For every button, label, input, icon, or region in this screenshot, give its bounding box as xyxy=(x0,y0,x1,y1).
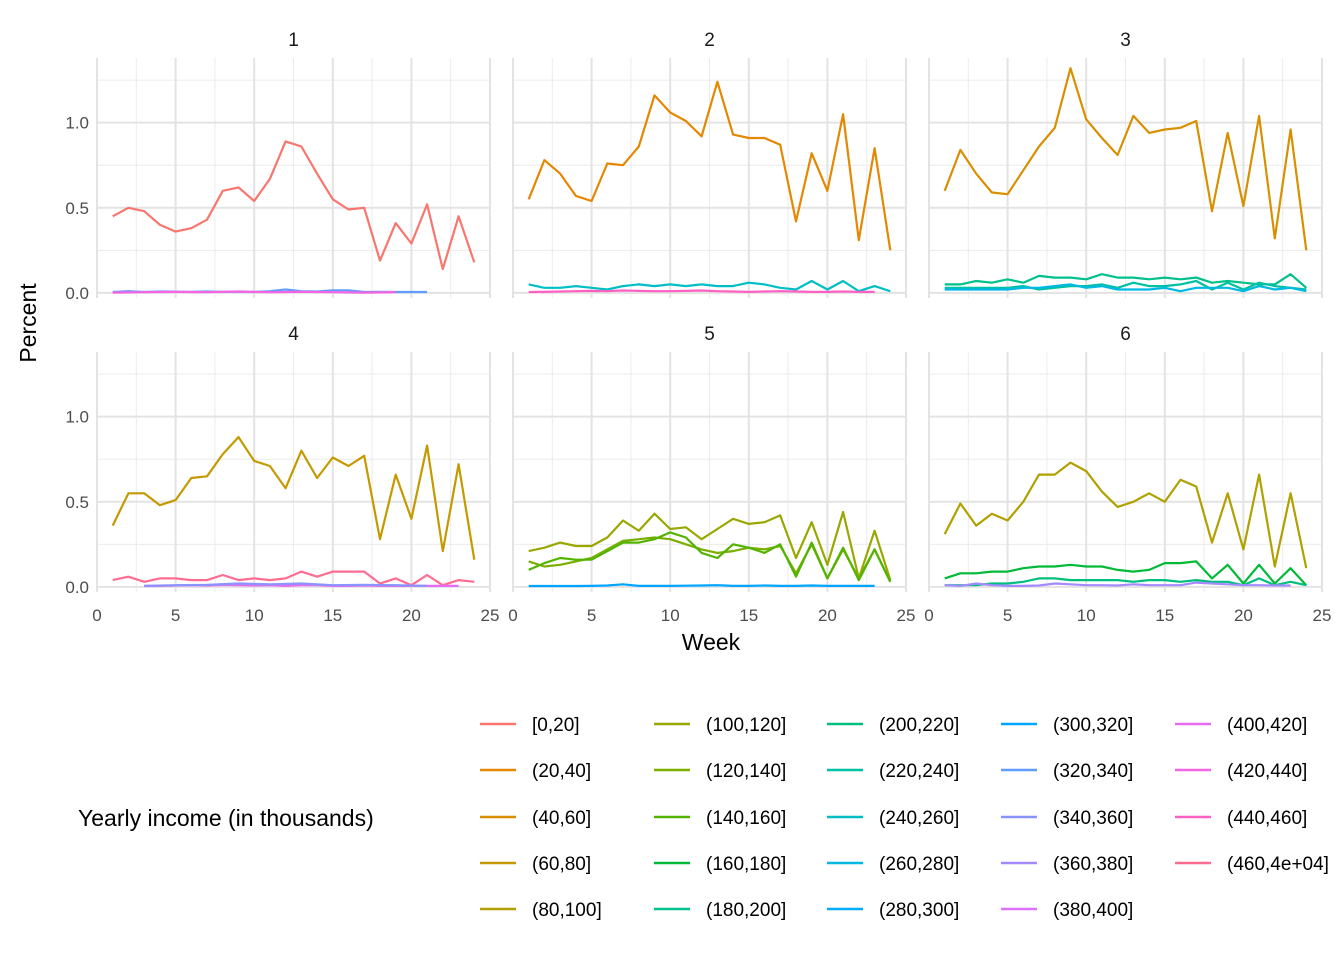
legend-label: (320,340] xyxy=(1053,761,1133,782)
x-tick-label: 10 xyxy=(1077,606,1096,625)
y-tick-label: 0.5 xyxy=(65,493,89,512)
legend-label: (460,4e+04] xyxy=(1227,854,1329,875)
x-tick-label: 25 xyxy=(481,606,500,625)
legend-label: (440,460] xyxy=(1227,808,1307,829)
x-tick-label: 0 xyxy=(92,606,101,625)
x-tick-label: 25 xyxy=(897,606,916,625)
legend-label: (180,200] xyxy=(706,900,786,921)
y-tick-label: 0.0 xyxy=(65,578,89,597)
legend-label: (40,60] xyxy=(532,808,591,829)
legend-label: (100,120] xyxy=(706,715,786,736)
series-line-2 xyxy=(112,570,475,587)
series-line-1 xyxy=(112,140,476,271)
series-line-3 xyxy=(528,531,892,583)
panel-title: 1 xyxy=(288,30,299,51)
series-line-4 xyxy=(528,583,875,588)
series-line-2 xyxy=(528,279,891,293)
series-line-3 xyxy=(944,279,1307,291)
legend-label: (360,380] xyxy=(1053,854,1133,875)
x-tick-label: 25 xyxy=(1313,606,1332,625)
panel-title: 4 xyxy=(288,324,299,345)
x-tick-label: 0 xyxy=(924,606,933,625)
y-axis-title: Percent xyxy=(15,283,41,363)
x-tick-label: 20 xyxy=(1234,606,1253,625)
x-tick-label: 15 xyxy=(323,606,342,625)
x-tick-label: 10 xyxy=(245,606,264,625)
x-tick-label: 20 xyxy=(818,606,837,625)
x-tick-label: 5 xyxy=(1003,606,1012,625)
panel-2: 2 xyxy=(512,30,907,298)
panel-title: 3 xyxy=(1120,30,1131,51)
series-line-3 xyxy=(112,290,396,294)
series-line-1 xyxy=(528,510,892,581)
legend-label: (160,180] xyxy=(706,854,786,875)
panel-3: 3 xyxy=(928,30,1323,298)
panel-title: 2 xyxy=(704,30,715,51)
panel-4: 4 0.0 0.5 1.0 0 5 10 15 20 25 xyxy=(65,324,499,625)
x-tick-label: 20 xyxy=(402,606,421,625)
panel-6: 6 0 5 10 15 20 25 xyxy=(924,324,1331,625)
legend-title: Yearly income (in thousands) xyxy=(78,805,374,831)
y-tick-label: 1.0 xyxy=(65,114,89,133)
series-line-3 xyxy=(944,577,1307,587)
legend-label: (200,220] xyxy=(879,715,959,736)
series-line-2 xyxy=(944,273,1308,289)
series-line-1 xyxy=(943,67,1308,251)
legend-label: (60,80] xyxy=(532,854,591,875)
x-tick-label: 15 xyxy=(739,606,758,625)
panel-title: 6 xyxy=(1120,324,1131,345)
series-line-4 xyxy=(944,283,1307,293)
panel-title: 5 xyxy=(704,324,715,345)
y-tick-label: 0.0 xyxy=(65,284,89,303)
x-tick-label: 5 xyxy=(171,606,180,625)
y-tick-label: 1.0 xyxy=(65,408,89,427)
legend-label: [0,20] xyxy=(532,715,580,736)
x-axis-title: Week xyxy=(682,629,741,655)
legend-label: (280,300] xyxy=(879,900,959,921)
x-tick-label: 15 xyxy=(1155,606,1174,625)
y-tick-label: 0.5 xyxy=(65,199,89,218)
legend-label: (420,440] xyxy=(1227,761,1307,782)
panel-1: 1 0.0 0.5 1.0 xyxy=(65,30,491,303)
x-tick-label: 10 xyxy=(661,606,680,625)
series-line-4 xyxy=(144,582,428,587)
legend-label: (220,240] xyxy=(879,761,959,782)
series-line-4 xyxy=(944,581,1291,588)
series-line-2 xyxy=(944,560,1308,586)
legend-label: (260,280] xyxy=(879,854,959,875)
legend-label: (300,320] xyxy=(1053,715,1133,736)
x-tick-label: 5 xyxy=(587,606,596,625)
series-line-1 xyxy=(943,461,1308,569)
legend-label: (340,360] xyxy=(1053,808,1133,829)
legend-label: (400,420] xyxy=(1227,715,1307,736)
panel-5: 5 0 5 10 15 20 25 xyxy=(508,324,915,625)
legend-label: (80,100] xyxy=(532,900,602,921)
series-line-1 xyxy=(527,80,892,251)
legend-label: (380,400] xyxy=(1053,900,1133,921)
x-tick-label: 0 xyxy=(508,606,517,625)
series-line-3 xyxy=(528,289,875,294)
legend-label: (20,40] xyxy=(532,761,591,782)
legend-label: (140,160] xyxy=(706,808,786,829)
legend-label: (240,260] xyxy=(879,808,959,829)
legend: Yearly income (in thousands) [0,20] (20,40… xyxy=(78,715,1329,921)
legend-label: (120,140] xyxy=(706,761,786,782)
series-line-1 xyxy=(111,436,476,560)
